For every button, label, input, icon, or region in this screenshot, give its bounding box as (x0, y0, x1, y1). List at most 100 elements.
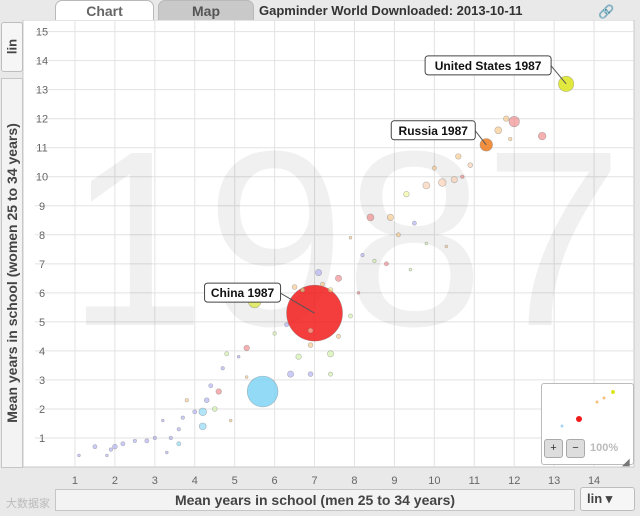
data-point[interactable] (386, 213, 394, 221)
data-point[interactable] (315, 269, 322, 276)
resize-icon[interactable]: ◢ (622, 457, 630, 468)
data-point[interactable] (198, 407, 207, 417)
x-ticks: 1 2 3 4 5 6 7 8 9 10 11 12 13 14 (72, 475, 600, 487)
data-point[interactable] (444, 244, 449, 249)
year-watermark: 1987 (67, 99, 623, 378)
data-point[interactable] (503, 115, 510, 122)
annotation-box (390, 120, 476, 141)
data-point[interactable] (384, 261, 389, 267)
data-point[interactable] (327, 350, 334, 358)
data-point[interactable] (291, 284, 298, 290)
data-point[interactable] (152, 435, 157, 441)
data-point[interactable] (120, 441, 126, 447)
data-point[interactable] (220, 366, 225, 371)
data-point[interactable] (161, 418, 165, 423)
data-point[interactable] (243, 344, 250, 352)
annotation-leader (280, 292, 315, 314)
data-point[interactable] (327, 287, 334, 293)
data-point[interactable] (438, 178, 447, 187)
data-point[interactable] (300, 287, 305, 293)
data-point[interactable] (176, 441, 182, 447)
data-point[interactable] (431, 165, 437, 171)
data-point[interactable] (307, 371, 314, 377)
y-tick-label: 5 (39, 317, 45, 329)
data-point[interactable] (198, 422, 207, 431)
data-point[interactable] (144, 438, 150, 444)
x-scale-toggle[interactable]: lin ▾ (580, 487, 635, 511)
x-tick-label: 14 (588, 475, 600, 487)
data-point[interactable] (450, 176, 458, 184)
data-point[interactable] (246, 375, 279, 408)
link-icon[interactable]: 🔗 (598, 4, 615, 19)
data-point[interactable] (215, 388, 222, 395)
data-point[interactable] (132, 438, 137, 443)
data-point[interactable] (108, 447, 113, 452)
data-point[interactable] (211, 406, 218, 412)
data-point[interactable] (203, 397, 210, 403)
data-point[interactable] (168, 435, 173, 441)
data-point[interactable] (356, 291, 361, 295)
zoom-in-icon[interactable]: + (544, 439, 563, 458)
data-point[interactable] (455, 153, 462, 160)
data-point[interactable] (112, 443, 118, 450)
data-point[interactable] (558, 75, 575, 92)
data-point[interactable] (77, 453, 81, 458)
data-point[interactable] (396, 232, 401, 238)
data-point[interactable] (284, 322, 289, 328)
data-point[interactable] (422, 181, 431, 190)
data-point[interactable] (328, 371, 333, 377)
data-point[interactable] (176, 427, 181, 432)
data-point[interactable] (403, 191, 410, 198)
data-point[interactable] (192, 409, 198, 415)
minimap[interactable]: + − 100% (541, 383, 634, 465)
grid (35, 20, 634, 467)
data-point[interactable] (208, 383, 214, 389)
data-point[interactable] (180, 415, 185, 420)
tab-chart[interactable]: Chart (55, 0, 154, 21)
data-point[interactable] (360, 253, 365, 258)
y-tick-label: 14 (36, 56, 48, 68)
x-tick-label: 8 (351, 475, 357, 487)
data-point[interactable] (335, 274, 342, 282)
tab-map[interactable]: Map (158, 0, 254, 20)
data-point[interactable] (508, 116, 520, 128)
data-point[interactable] (320, 281, 325, 287)
data-point[interactable] (467, 162, 474, 168)
data-point[interactable] (372, 258, 377, 263)
data-point[interactable] (165, 450, 169, 455)
x-tick-label: 7 (311, 475, 317, 487)
data-point[interactable] (105, 453, 109, 458)
data-point[interactable] (295, 353, 302, 360)
zoom-out-icon[interactable]: − (566, 439, 585, 458)
data-point[interactable] (460, 174, 465, 179)
data-point[interactable] (508, 136, 513, 142)
data-point[interactable] (479, 138, 493, 152)
data-point[interactable] (494, 126, 503, 135)
zoom-level: 100% (590, 442, 619, 454)
data-point[interactable] (348, 313, 353, 319)
watermark-text: 大数据家 (6, 498, 50, 510)
data-point[interactable] (408, 267, 413, 272)
data-point[interactable] (272, 331, 277, 336)
data-point[interactable] (307, 342, 314, 348)
data-point[interactable] (224, 351, 230, 357)
data-point[interactable] (411, 220, 417, 226)
data-point[interactable] (236, 355, 241, 359)
annotation-leader (474, 130, 487, 146)
y-tick-label: 3 (39, 375, 45, 387)
x-tick-label: 12 (508, 475, 520, 487)
y-scale-toggle[interactable]: lin (1, 22, 23, 72)
data-point[interactable] (538, 131, 547, 141)
data-point[interactable] (348, 235, 353, 240)
data-point[interactable] (287, 370, 295, 378)
data-point[interactable] (244, 375, 249, 379)
data-point[interactable] (92, 444, 98, 450)
data-point[interactable] (366, 213, 375, 222)
data-point[interactable] (336, 333, 341, 339)
data-point[interactable] (424, 241, 429, 246)
data-point[interactable] (307, 327, 314, 334)
data-point[interactable] (228, 418, 233, 423)
data-point[interactable] (184, 398, 189, 403)
download-title: Gapminder World Downloaded: 2013-10-11 (259, 3, 523, 18)
annotation-label: United States 1987 (435, 59, 542, 73)
